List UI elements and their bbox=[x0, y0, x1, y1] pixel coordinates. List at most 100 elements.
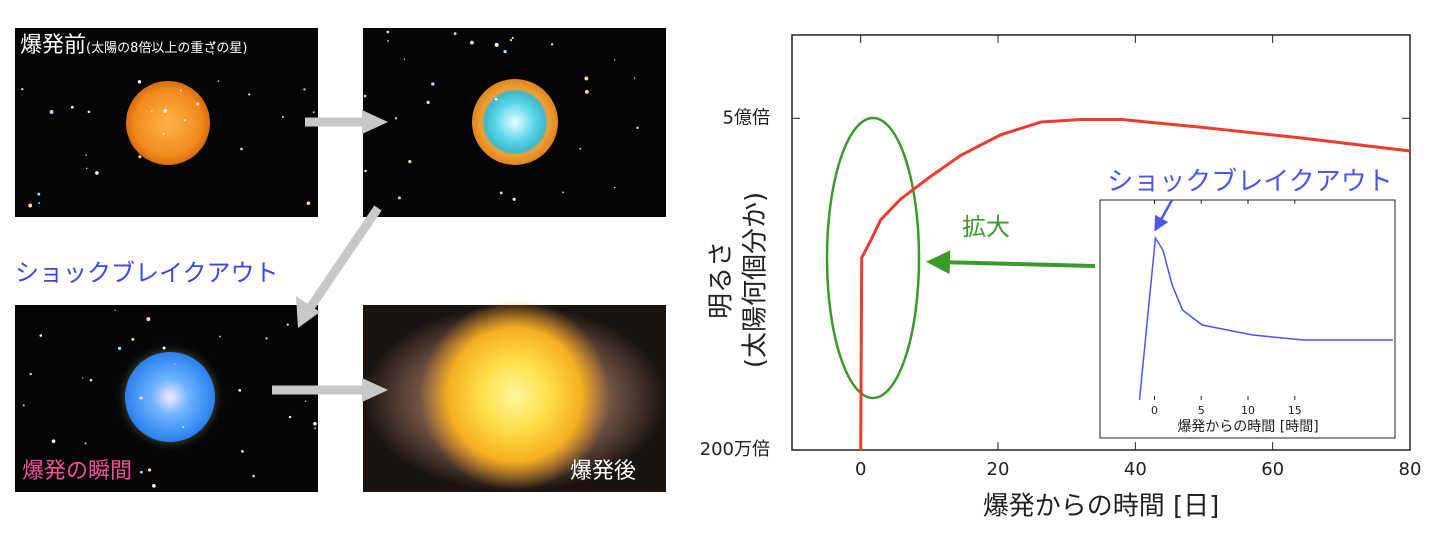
star-dot bbox=[238, 388, 242, 392]
star-dot bbox=[633, 77, 636, 79]
star-dot bbox=[313, 422, 317, 426]
star-dot bbox=[37, 192, 41, 196]
flow-arrow bbox=[306, 205, 382, 311]
x-tick-label: 15 bbox=[1288, 404, 1302, 417]
star-dot bbox=[138, 155, 142, 159]
star-dot bbox=[39, 334, 43, 337]
y-tick-label: 200万倍 bbox=[700, 439, 770, 460]
star-breakout bbox=[472, 79, 558, 165]
star-dot bbox=[217, 80, 220, 82]
data-line bbox=[1138, 235, 1393, 401]
star-dot bbox=[579, 147, 582, 150]
star-dot bbox=[89, 378, 93, 382]
star-dot bbox=[131, 337, 135, 341]
star-dot bbox=[241, 450, 244, 453]
star-dot bbox=[408, 160, 412, 164]
star-dot bbox=[562, 191, 564, 194]
star-dot bbox=[95, 171, 99, 175]
star-dot bbox=[364, 169, 367, 173]
star-dot bbox=[211, 52, 214, 55]
flow-arrow-head bbox=[362, 110, 388, 134]
star-dot bbox=[494, 42, 499, 47]
star-dot bbox=[252, 474, 255, 478]
y-axis-label: (太陽何個分か) bbox=[741, 192, 771, 368]
star-dot bbox=[219, 335, 221, 338]
zoom-arrow bbox=[926, 250, 1096, 275]
star-dot bbox=[152, 484, 156, 488]
star-dot bbox=[147, 468, 152, 472]
star-dot bbox=[150, 44, 153, 46]
y-axis-label: 明るさ bbox=[707, 241, 737, 319]
inset-frame bbox=[1099, 199, 1396, 439]
star-dot bbox=[512, 197, 516, 201]
x-axis-label: 爆発からの時間 [日] bbox=[983, 492, 1220, 522]
star-dot bbox=[87, 110, 91, 114]
star-dot bbox=[85, 154, 88, 156]
annotation: 拡大 bbox=[962, 213, 1010, 241]
x-tick-label: 40 bbox=[1124, 459, 1147, 480]
x-tick-label: 0 bbox=[1151, 404, 1158, 417]
zoom-ellipse bbox=[825, 116, 921, 400]
star-dot bbox=[84, 442, 87, 445]
star-dot bbox=[584, 89, 589, 94]
star-dot bbox=[81, 377, 84, 379]
x-tick-label: 10 bbox=[1241, 404, 1255, 417]
star-dot bbox=[38, 202, 41, 204]
star-dot bbox=[305, 400, 307, 402]
x-tick-label: 60 bbox=[1261, 459, 1284, 480]
flow-arrow-head bbox=[362, 378, 388, 402]
star-dot bbox=[394, 117, 398, 120]
star-dot bbox=[503, 49, 507, 54]
panel-label: ショックブレイクアウト bbox=[15, 259, 279, 287]
explosion bbox=[420, 300, 610, 490]
star-dot bbox=[162, 133, 165, 135]
breakout-arrow bbox=[1154, 199, 1174, 232]
star-dot bbox=[312, 111, 315, 114]
star-dot bbox=[426, 100, 430, 104]
star-dot bbox=[51, 439, 56, 444]
star-dot bbox=[511, 36, 514, 39]
star-dot bbox=[248, 93, 251, 96]
flow-arrow-head bbox=[296, 296, 320, 328]
star-dot bbox=[613, 186, 616, 189]
star-dot bbox=[286, 323, 289, 326]
star-dot bbox=[614, 59, 616, 61]
star-dot bbox=[85, 167, 88, 170]
star-dot bbox=[117, 346, 122, 350]
star-dot bbox=[28, 203, 33, 208]
star-dot bbox=[306, 201, 311, 205]
star-dot bbox=[146, 317, 151, 322]
star-moment bbox=[125, 352, 215, 442]
star-dot bbox=[212, 41, 216, 44]
annotation: ショックブレイクアウト bbox=[1107, 167, 1392, 197]
star-dot bbox=[150, 110, 153, 112]
star-dot bbox=[139, 470, 143, 474]
star-dot bbox=[162, 346, 166, 350]
star-dot bbox=[494, 97, 498, 101]
star-dot bbox=[196, 102, 200, 106]
star-dot bbox=[139, 396, 143, 400]
star-dot bbox=[509, 39, 513, 42]
star-dot bbox=[183, 119, 186, 121]
star-dot bbox=[265, 337, 268, 340]
star-dot bbox=[584, 76, 589, 81]
data-line bbox=[859, 118, 1411, 451]
star-dot bbox=[431, 82, 435, 86]
star-dot bbox=[636, 126, 639, 130]
star-dot bbox=[181, 425, 185, 429]
x-tick-label: 5 bbox=[1198, 404, 1205, 417]
star-dot bbox=[137, 80, 142, 84]
star-dot bbox=[281, 116, 284, 118]
x-tick-label: 0 bbox=[855, 459, 866, 480]
panel-label-main: 爆発前 bbox=[20, 33, 86, 58]
star-dot bbox=[179, 89, 182, 92]
panel-label: 爆発前(太陽の8倍以上の重さの星) bbox=[20, 33, 247, 58]
star-dot bbox=[314, 427, 316, 430]
star-dot bbox=[22, 404, 25, 407]
star-dot bbox=[174, 363, 176, 365]
x-tick-label: 20 bbox=[987, 459, 1010, 480]
star-dot bbox=[550, 43, 554, 46]
plot-frame bbox=[791, 34, 1411, 451]
